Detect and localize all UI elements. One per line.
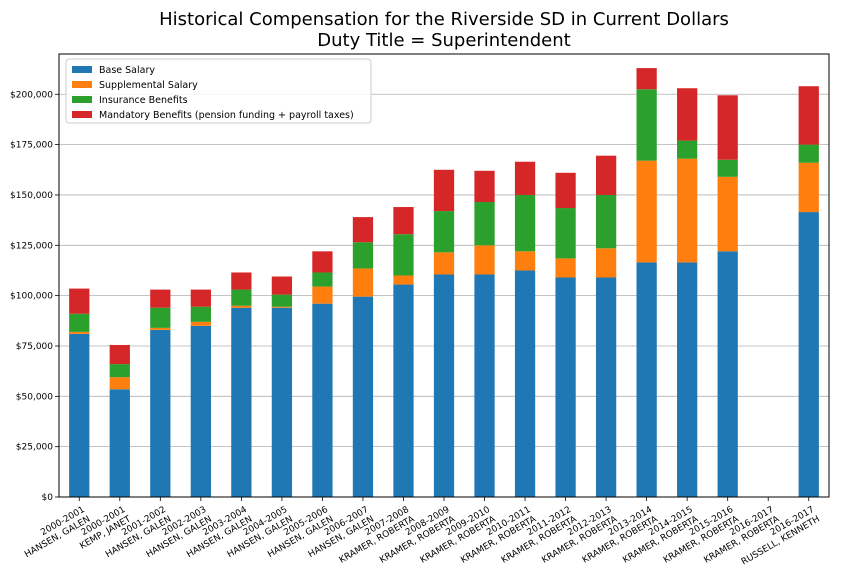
bar-segment <box>69 288 90 314</box>
bar-segment <box>433 169 455 212</box>
bar-segment <box>514 270 536 497</box>
bar-segment <box>798 144 819 163</box>
bar-segment <box>798 212 819 498</box>
bar-segment <box>595 277 617 497</box>
y-tick-label: $50,000 <box>16 392 53 402</box>
legend-label: Mandatory Benefits (pension funding + pa… <box>99 110 354 121</box>
bar-segment <box>636 68 657 90</box>
bar-segment <box>312 251 333 273</box>
bar-segment <box>717 95 738 160</box>
bar-segment <box>312 286 333 304</box>
bar-segment <box>69 333 90 497</box>
bar-segment <box>717 251 738 497</box>
bar-segment <box>474 170 495 203</box>
bar-segment <box>595 194 617 249</box>
bar-segment <box>514 194 536 252</box>
bar-segment <box>271 276 293 295</box>
legend-label: Insurance Benefits <box>99 95 188 106</box>
bar-segment <box>109 389 130 497</box>
legend-swatch <box>72 111 92 118</box>
bar-segment <box>677 140 698 159</box>
bar-segment <box>190 325 211 497</box>
legend-box <box>65 58 372 124</box>
legend-swatch <box>72 81 92 88</box>
bar-segment <box>717 159 738 177</box>
bar-segment <box>636 89 657 161</box>
bar-segment <box>636 160 657 263</box>
bar-segment <box>677 262 698 497</box>
y-tick-label: $175,000 <box>10 141 53 151</box>
legend-label: Base Salary <box>99 65 155 76</box>
legend-swatch <box>72 66 92 73</box>
bar-segment <box>555 172 576 209</box>
bar-segment <box>109 364 130 378</box>
bar-segment <box>150 329 171 497</box>
bar-segment <box>595 248 617 278</box>
y-tick-label: $200,000 <box>10 90 53 100</box>
bar-segment <box>352 242 374 269</box>
legend-swatch <box>72 96 92 103</box>
bar-segment <box>514 251 536 271</box>
bar-segment <box>595 155 617 195</box>
bar-segment <box>393 207 414 235</box>
bar-segment <box>231 307 252 497</box>
bar-segment <box>231 305 252 308</box>
bars <box>69 68 819 498</box>
bar-segment <box>69 331 90 334</box>
legend-label: Supplemental Salary <box>99 80 198 91</box>
bar-segment <box>190 306 211 322</box>
bar-segment <box>312 303 333 497</box>
bar-segment <box>798 86 819 145</box>
bar-segment <box>150 289 171 308</box>
y-tick-label: $0 <box>42 493 54 503</box>
bar-segment <box>231 272 252 290</box>
bar-segment <box>190 321 211 326</box>
bar-segment <box>555 277 576 497</box>
bar-segment <box>312 272 333 287</box>
bar-segment <box>474 274 495 497</box>
bar-segment <box>393 275 414 285</box>
bar-segment <box>393 284 414 497</box>
bar-segment <box>677 158 698 263</box>
bar-segment <box>271 306 293 308</box>
y-tick-label: $125,000 <box>10 241 53 251</box>
chart-subtitle: Duty Title = Superintendent <box>317 30 570 51</box>
bar-segment <box>150 307 171 328</box>
bar-segment <box>474 245 495 275</box>
legend: Base Salary Supplemental Salary Insurance … <box>65 58 372 124</box>
bar-segment <box>433 274 455 497</box>
bar-segment <box>555 258 576 278</box>
y-tick-label: $150,000 <box>10 191 53 201</box>
bar-segment <box>677 88 698 141</box>
bar-segment <box>109 377 130 390</box>
bar-segment <box>514 161 536 195</box>
bar-segment <box>433 252 455 275</box>
bar-segment <box>271 307 293 497</box>
bar-segment <box>231 289 252 306</box>
y-axis: $0 $25,000 $50,000 $75,000 $100,000 $125,000 $… <box>10 90 59 503</box>
y-tick-label: $100,000 <box>10 292 53 302</box>
bar-segment <box>352 268 374 297</box>
bar-segment <box>798 162 819 213</box>
bar-segment <box>717 176 738 252</box>
y-tick-label: $25,000 <box>16 443 53 453</box>
bar-segment <box>393 234 414 276</box>
bar-segment <box>474 202 495 246</box>
bar-segment <box>555 208 576 259</box>
bar-segment <box>636 262 657 497</box>
y-tick-label: $75,000 <box>16 342 53 352</box>
bar-segment <box>69 313 90 332</box>
bar-segment <box>433 211 455 253</box>
bar-segment <box>271 294 293 307</box>
bar-segment <box>352 217 374 243</box>
chart-title: Historical Compensation for the Riversid… <box>159 9 729 30</box>
bar-segment <box>109 344 130 365</box>
bar-segment <box>190 289 211 307</box>
bar-segment <box>352 296 374 497</box>
bar-segment <box>150 327 171 330</box>
